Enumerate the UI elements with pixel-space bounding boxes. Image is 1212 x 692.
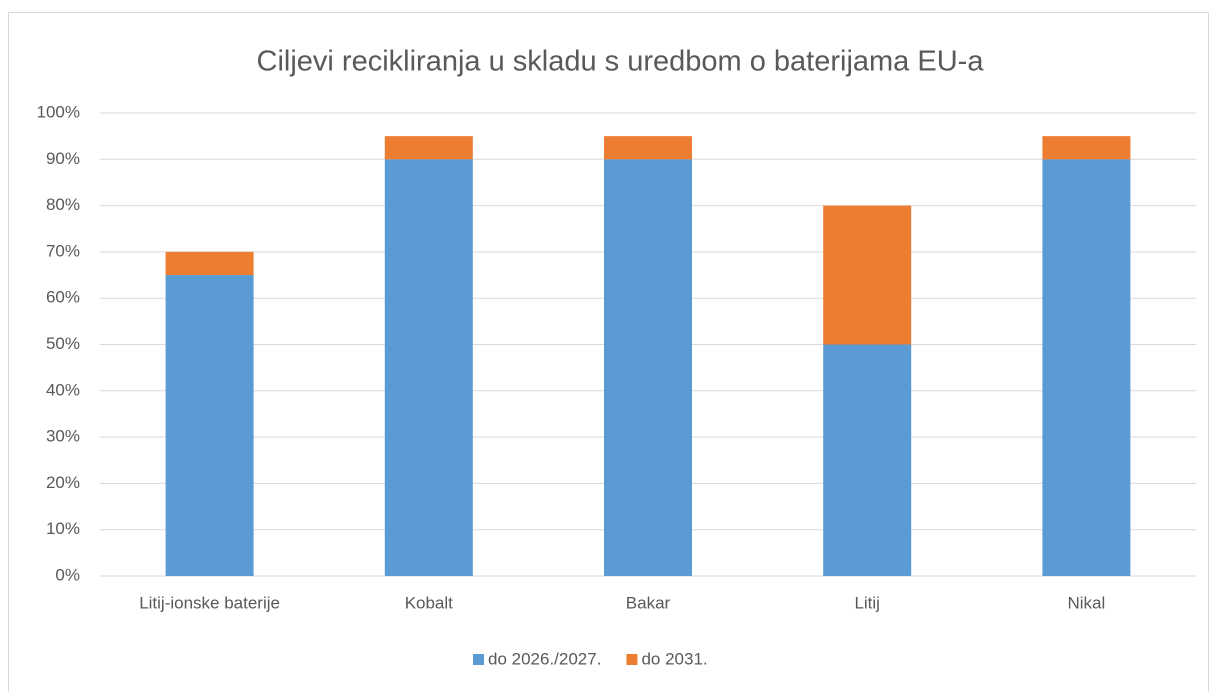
legend-label: do 2026./2027. [488, 649, 601, 668]
y-tick-label: 30% [46, 427, 80, 446]
x-tick-label: Kobalt [405, 593, 453, 612]
y-tick-label: 0% [55, 565, 80, 584]
legend-label: do 2031. [641, 649, 707, 668]
y-tick-label: 50% [46, 334, 80, 353]
x-tick-label: Bakar [626, 593, 671, 612]
legend-swatch [473, 654, 484, 665]
y-tick-label: 10% [46, 519, 80, 538]
bar-segment [823, 205, 912, 345]
bar-segment [384, 159, 473, 577]
x-tick-label: Litij [854, 593, 880, 612]
bar-segment [604, 159, 692, 577]
y-tick-label: 20% [46, 473, 80, 492]
y-tick-label: 80% [46, 195, 80, 214]
chart-title: Ciljevi recikliranja u skladu s uredbom … [257, 46, 985, 78]
legend-swatch [626, 654, 638, 665]
x-tick-label: Nikal [1068, 593, 1106, 612]
y-tick-label: 70% [46, 241, 80, 260]
y-tick-label: 100% [37, 102, 80, 121]
bar-segment [1042, 159, 1131, 577]
y-tick-label: 60% [46, 288, 80, 307]
x-tick-label: Litij-ionske baterije [139, 593, 280, 612]
bar-segment [823, 344, 912, 576]
bar-segment [604, 136, 692, 160]
bar-segment [384, 136, 473, 160]
bar-segment [165, 275, 254, 576]
y-tick-label: 90% [46, 149, 80, 168]
bar-segment [1042, 136, 1131, 160]
y-tick-label: 40% [46, 380, 80, 399]
bar-segment [165, 251, 254, 276]
